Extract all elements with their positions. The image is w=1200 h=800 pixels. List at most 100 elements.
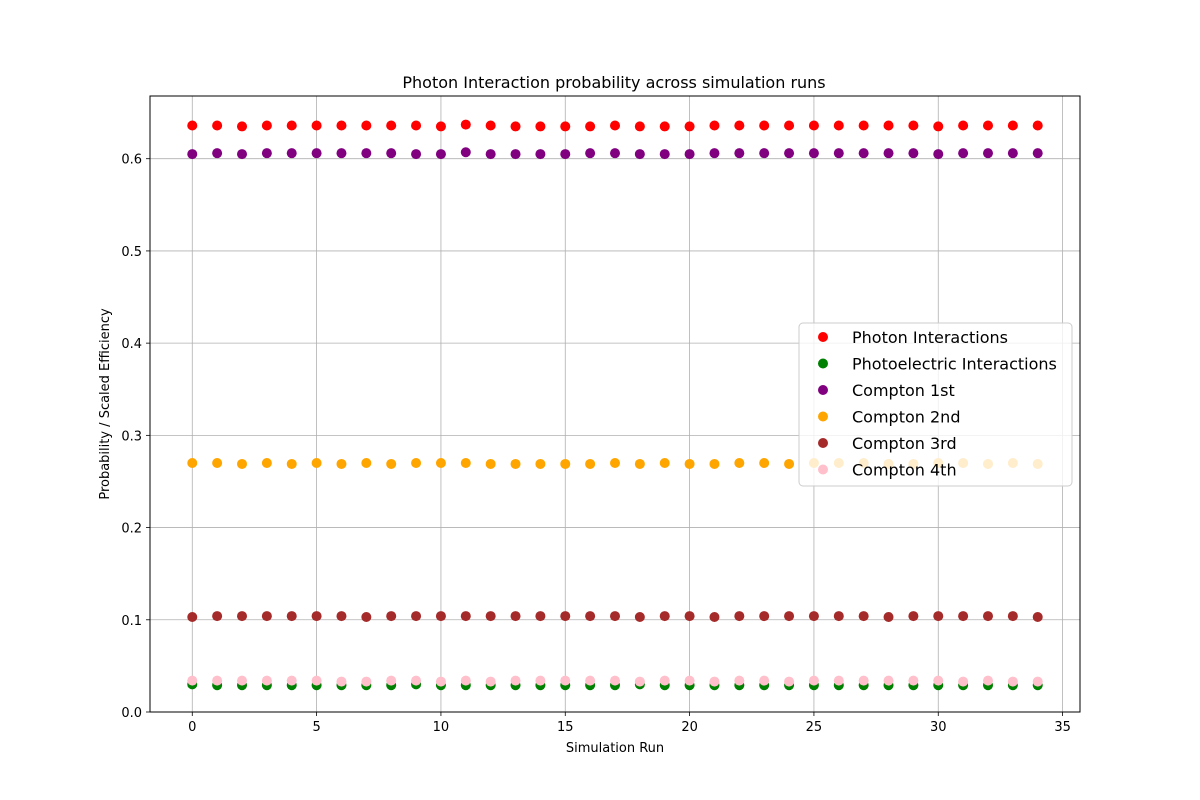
- data-point: [585, 121, 596, 132]
- y-tick-label: 0.6: [121, 153, 142, 168]
- data-point: [1032, 120, 1043, 131]
- x-tick-label: 10: [433, 720, 450, 735]
- data-point: [485, 676, 496, 687]
- data-point: [485, 149, 496, 160]
- data-point: [982, 120, 993, 131]
- data-point: [585, 675, 596, 686]
- legend-label: Compton 2nd: [852, 408, 960, 427]
- data-point: [411, 611, 422, 622]
- data-point: [585, 458, 596, 469]
- data-point: [261, 120, 272, 131]
- legend-marker: [818, 332, 828, 342]
- data-point: [212, 120, 223, 131]
- data-point: [908, 675, 919, 686]
- data-point: [933, 611, 944, 622]
- plot-frame: [149, 95, 1081, 713]
- data-point: [510, 121, 521, 132]
- data-point: [634, 121, 645, 132]
- data-point: [1007, 148, 1018, 159]
- data-point: [535, 675, 546, 686]
- data-point: [212, 611, 223, 622]
- data-point: [684, 458, 695, 469]
- data-point: [535, 149, 546, 160]
- data-point: [858, 675, 869, 686]
- data-point: [435, 676, 446, 687]
- y-tick-label: 0.5: [121, 245, 142, 260]
- data-point: [883, 120, 894, 131]
- data-point: [634, 676, 645, 687]
- x-tick-label: 20: [681, 720, 698, 735]
- y-axis-label: Probability / Scaled Efficiency: [98, 308, 113, 500]
- data-point: [610, 675, 620, 686]
- data-point: [784, 611, 795, 622]
- data-point: [237, 149, 248, 160]
- data-point: [709, 120, 720, 131]
- data-point: [784, 458, 795, 469]
- data-point: [187, 149, 198, 160]
- series-compton-3rd: [187, 611, 1043, 623]
- data-point: [435, 458, 446, 469]
- data-point: [187, 458, 198, 469]
- data-point: [659, 458, 670, 469]
- data-point: [261, 611, 272, 622]
- data-point: [510, 675, 521, 686]
- data-point: [585, 611, 596, 622]
- data-point: [833, 675, 844, 686]
- data-point: [212, 675, 223, 686]
- data-point: [759, 120, 770, 131]
- data-point: [361, 148, 372, 159]
- data-point: [858, 611, 869, 622]
- data-point: [435, 121, 446, 132]
- x-tick-label: 35: [1054, 720, 1071, 735]
- data-point: [336, 120, 347, 131]
- series-compton-4th: [187, 675, 1043, 687]
- data-point: [485, 611, 496, 622]
- data-point: [734, 611, 745, 622]
- data-point: [634, 149, 645, 160]
- data-point: [684, 675, 695, 686]
- data-point: [535, 121, 546, 132]
- data-point: [858, 148, 869, 159]
- legend-marker: [818, 464, 828, 475]
- data-point: [759, 458, 770, 469]
- data-point: [585, 148, 596, 159]
- x-tick-label: 5: [312, 720, 320, 735]
- legend-label: Photon Interactions: [852, 328, 1008, 347]
- legend-marker: [818, 438, 828, 448]
- x-axis-label: Simulation Run: [566, 741, 664, 756]
- data-point: [311, 458, 322, 469]
- data-point: [982, 148, 993, 159]
- data-point: [659, 121, 670, 132]
- data-point: [361, 120, 372, 131]
- data-point: [634, 458, 645, 469]
- data-point: [386, 675, 397, 686]
- data-point: [709, 458, 720, 469]
- data-point: [1032, 148, 1043, 159]
- data-point: [237, 121, 248, 132]
- legend-label: Photoelectric Interactions: [852, 355, 1057, 374]
- data-point: [908, 120, 919, 131]
- data-point: [286, 611, 297, 622]
- data-point: [659, 149, 670, 160]
- data-points: [187, 119, 1043, 691]
- data-point: [709, 612, 720, 623]
- data-point: [510, 149, 521, 160]
- data-point: [808, 120, 819, 131]
- data-point: [883, 148, 894, 159]
- data-point: [1007, 120, 1018, 131]
- data-point: [435, 611, 446, 622]
- data-point: [510, 458, 521, 469]
- data-point: [684, 611, 695, 622]
- data-point: [485, 120, 496, 131]
- data-point: [460, 119, 471, 130]
- y-tick-label: 0.4: [121, 337, 142, 352]
- data-point: [237, 611, 248, 622]
- legend: Photon Interactions Photoelectric Interac…: [798, 322, 1073, 487]
- x-tick-label: 30: [930, 720, 947, 735]
- data-point: [187, 675, 198, 686]
- data-point: [361, 676, 372, 687]
- data-point: [634, 612, 645, 623]
- x-tick-label: 25: [806, 720, 823, 735]
- data-point: [212, 458, 223, 469]
